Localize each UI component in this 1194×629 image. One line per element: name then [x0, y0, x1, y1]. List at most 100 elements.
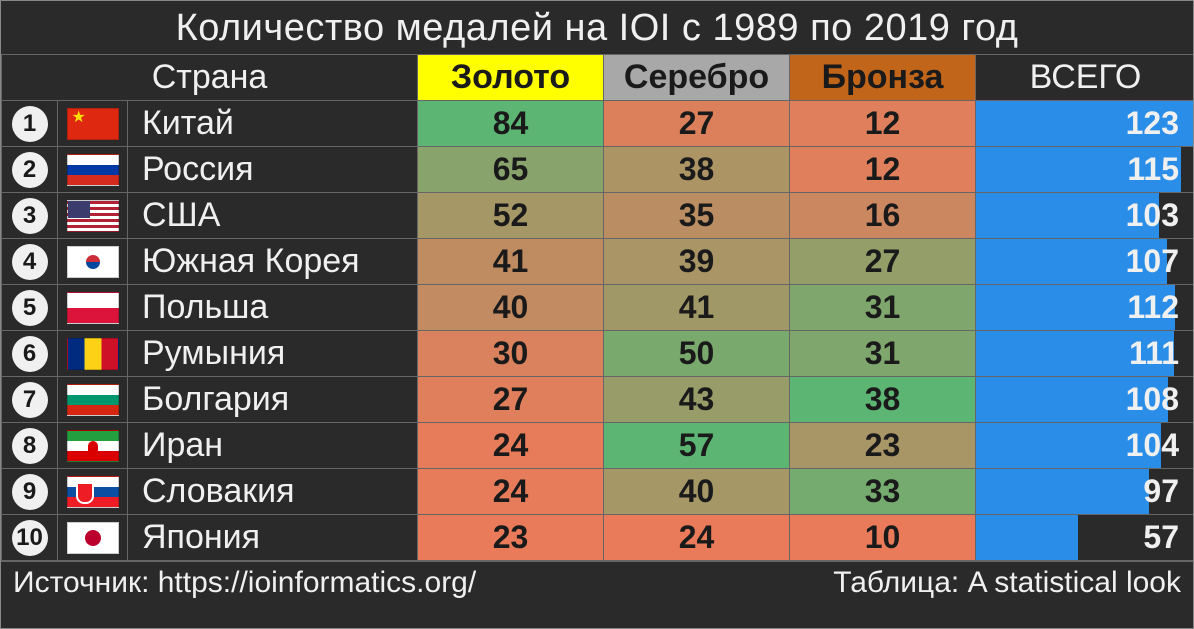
gold-value: 52 [493, 197, 529, 233]
silver-value: 24 [679, 519, 715, 555]
bronze-value: 27 [865, 243, 901, 279]
rank-badge: 1 [12, 106, 48, 142]
country-name: Россия [128, 147, 418, 193]
flag-cell [58, 423, 128, 469]
gold-value: 41 [493, 243, 529, 279]
silver-cell: 43 [604, 377, 790, 423]
silver-cell: 27 [604, 101, 790, 147]
total-value: 112 [976, 289, 1194, 326]
bronze-value: 23 [865, 427, 901, 463]
bronze-value: 38 [865, 381, 901, 417]
gold-cell: 24 [418, 423, 604, 469]
country-name: Польша [128, 285, 418, 331]
silver-cell: 39 [604, 239, 790, 285]
flag-icon [67, 522, 119, 554]
total-value: 123 [976, 105, 1194, 142]
total-value: 115 [976, 151, 1194, 188]
flag-cell [58, 147, 128, 193]
bronze-cell: 31 [790, 285, 976, 331]
header-silver: Серебро [604, 55, 790, 101]
gold-value: 24 [493, 427, 529, 463]
flag-icon [67, 476, 119, 508]
silver-value: 40 [679, 473, 715, 509]
flag-cell [58, 515, 128, 561]
gold-cell: 52 [418, 193, 604, 239]
rank-cell: 2 [2, 147, 58, 193]
header-country: Страна [2, 55, 418, 101]
country-name: Япония [128, 515, 418, 561]
gold-value: 23 [493, 519, 529, 555]
gold-cell: 30 [418, 331, 604, 377]
rank-badge: 2 [12, 152, 48, 188]
gold-cell: 24 [418, 469, 604, 515]
table-footer: Источник: https://ioinformatics.org/ Таб… [1, 561, 1193, 600]
rank-cell: 1 [2, 101, 58, 147]
bronze-value: 16 [865, 197, 901, 233]
total-cell: 108 [976, 377, 1194, 423]
rank-cell: 6 [2, 331, 58, 377]
table-row: 1Китай842712123 [2, 101, 1194, 147]
gold-cell: 23 [418, 515, 604, 561]
total-cell: 103 [976, 193, 1194, 239]
rank-badge: 8 [12, 428, 48, 464]
flag-icon [67, 384, 119, 416]
flag-icon [67, 154, 119, 186]
gold-cell: 41 [418, 239, 604, 285]
bronze-value: 12 [865, 105, 901, 141]
silver-value: 35 [679, 197, 715, 233]
gold-cell: 40 [418, 285, 604, 331]
total-value: 57 [976, 519, 1194, 556]
country-name: Китай [128, 101, 418, 147]
table-row: 8Иран245723104 [2, 423, 1194, 469]
bronze-cell: 38 [790, 377, 976, 423]
rank-badge: 6 [12, 336, 48, 372]
gold-value: 30 [493, 335, 529, 371]
silver-cell: 38 [604, 147, 790, 193]
rank-cell: 7 [2, 377, 58, 423]
table-row: 4Южная Корея413927107 [2, 239, 1194, 285]
flag-icon [67, 292, 119, 324]
gold-value: 27 [493, 381, 529, 417]
table-row: 3 США 52 35 16 103 [2, 193, 1194, 239]
bronze-cell: 10 [790, 515, 976, 561]
flag-cell [58, 101, 128, 147]
silver-value: 57 [679, 427, 715, 463]
rank-cell: 5 [2, 285, 58, 331]
silver-value: 27 [679, 105, 715, 141]
flag-cell [58, 331, 128, 377]
gold-value: 24 [493, 473, 529, 509]
bronze-cell: 23 [790, 423, 976, 469]
table-row: 6Румыния305031111 [2, 331, 1194, 377]
gold-cell: 65 [418, 147, 604, 193]
header-bronze: Бронза [790, 55, 976, 101]
total-cell: 97 [976, 469, 1194, 515]
flag-cell [58, 285, 128, 331]
rank-badge: 9 [12, 474, 48, 510]
flag-icon [67, 108, 119, 140]
header-row: Страна Золото Серебро Бронза ВСЕГО [2, 55, 1194, 101]
flag-cell [58, 469, 128, 515]
bronze-value: 33 [865, 473, 901, 509]
rank-cell: 3 [2, 193, 58, 239]
gold-value: 40 [493, 289, 529, 325]
rank-cell: 9 [2, 469, 58, 515]
flag-cell [58, 377, 128, 423]
flag-icon [67, 200, 119, 232]
table-row: 10Япония23241057 [2, 515, 1194, 561]
footer-source: Источник: https://ioinformatics.org/ [13, 566, 476, 600]
country-name: США [128, 193, 418, 239]
total-value: 107 [976, 243, 1194, 280]
flag-cell [58, 239, 128, 285]
table-row: 9 Словакия 24 40 33 97 [2, 469, 1194, 515]
flag-icon [67, 430, 119, 462]
rank-badge: 10 [12, 520, 48, 556]
silver-cell: 50 [604, 331, 790, 377]
total-value: 103 [976, 197, 1194, 234]
bronze-value: 31 [865, 289, 901, 325]
table-row: 5Польша404131112 [2, 285, 1194, 331]
table-title: Количество медалей на IOI с 1989 по 2019… [1, 1, 1193, 54]
rank-badge: 4 [12, 244, 48, 280]
rank-cell: 8 [2, 423, 58, 469]
rank-badge: 5 [12, 290, 48, 326]
country-name: Словакия [128, 469, 418, 515]
